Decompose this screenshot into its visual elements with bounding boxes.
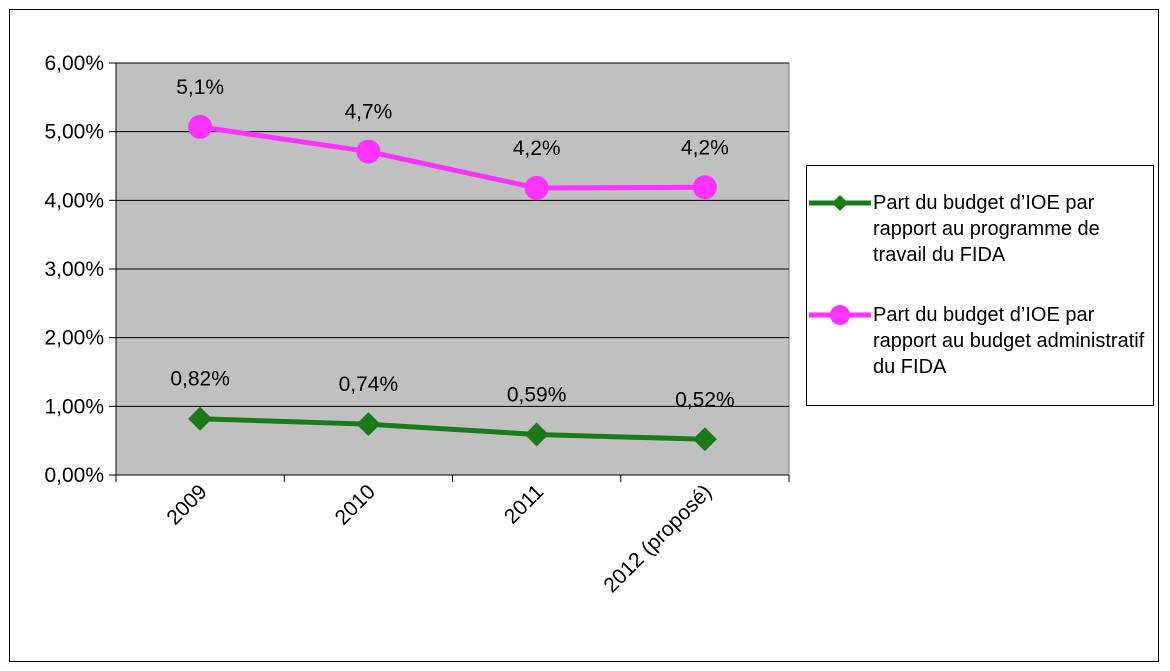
series-2-data-label: 4,2%: [681, 136, 729, 159]
legend-label-series-1: Part du budget d’IOE par rapport au prog…: [873, 192, 1100, 266]
x-category-label: 2009: [162, 480, 211, 529]
green-diamond-line-icon: [809, 195, 871, 211]
series-1-point: [188, 406, 213, 431]
y-tick-label: 5,00%: [44, 121, 104, 144]
series-2-data-label: 4,2%: [513, 137, 561, 160]
series-1-point: [356, 412, 381, 437]
series-1-point: [692, 427, 717, 452]
pink-circle-line-icon: [809, 305, 871, 325]
series-1-data-label: 0,52%: [675, 388, 735, 411]
series-2-point: [188, 114, 213, 139]
x-category-label: 2011: [500, 480, 548, 528]
series-2-point: [356, 139, 381, 164]
series-layer: [188, 114, 717, 452]
series-2-point: [524, 175, 549, 200]
series-2-data-label: 4,7%: [344, 101, 392, 124]
series-2-point: [692, 175, 717, 200]
series-line-2: [199, 124, 705, 191]
series-1-data-label: 0,59%: [507, 383, 567, 406]
series-1-point: [524, 422, 549, 447]
series-1-data-label: 0,82%: [170, 368, 230, 391]
series-2-data-label: 5,1%: [176, 76, 224, 99]
series-line-1: [200, 416, 705, 442]
x-category-label: 2012 (proposé): [599, 480, 716, 597]
y-tick-label: 3,00%: [44, 258, 104, 281]
y-tick-label: 0,00%: [44, 464, 104, 487]
legend-label-series-2: Part du budget d’IOE par rapport au budg…: [873, 304, 1145, 378]
series-1-data-label: 0,74%: [339, 373, 399, 396]
legend: Part du budget d’IOE par rapport au prog…: [806, 165, 1154, 406]
plot-area: [115, 62, 790, 476]
y-tick-label: 1,00%: [44, 395, 104, 418]
y-tick-label: 2,00%: [44, 327, 104, 350]
data-labels: 0,82% 0,74% 0,59% 0,52% 5,1% 4,7% 4,2% 4,2%: [170, 76, 734, 411]
y-tick-label: 6,00%: [44, 52, 104, 75]
y-tick-label: 4,00%: [44, 189, 104, 212]
x-category-label: 2010: [331, 480, 380, 529]
